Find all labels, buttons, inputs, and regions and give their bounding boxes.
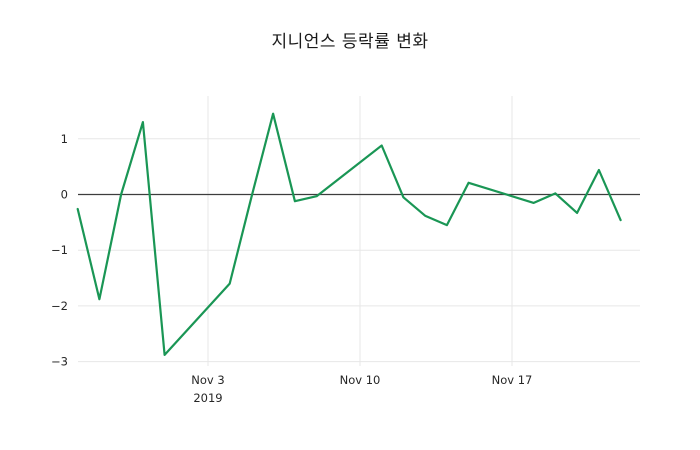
x-tick-label: Nov 3 xyxy=(191,373,224,387)
x-tick-label: Nov 10 xyxy=(340,373,381,387)
y-tick-label: −3 xyxy=(51,355,68,369)
y-tick-label: −1 xyxy=(51,243,68,257)
y-tick-label: −2 xyxy=(51,299,68,313)
x-tick-label: Nov 17 xyxy=(492,373,533,387)
y-tick-label: 0 xyxy=(61,188,68,202)
y-tick-label: 1 xyxy=(61,132,68,146)
chart-title: 지니언스 등락률 변화 xyxy=(271,32,429,52)
x-tick-sublabel: 2019 xyxy=(193,391,222,405)
price-change-line xyxy=(76,112,622,356)
